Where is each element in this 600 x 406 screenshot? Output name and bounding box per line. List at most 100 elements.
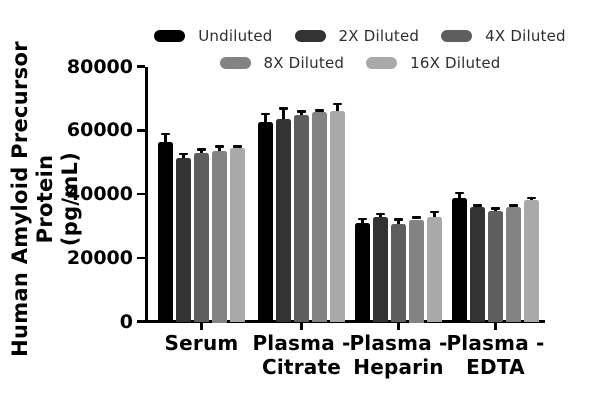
bar — [506, 207, 521, 323]
error-bar-cap — [430, 210, 439, 214]
bar — [452, 198, 467, 323]
legend-swatch-icon — [219, 57, 251, 69]
error-bar-cap — [491, 207, 500, 210]
error-bar-cap — [161, 132, 170, 135]
error-bar — [282, 108, 285, 119]
bar — [230, 148, 245, 323]
error-bar — [300, 111, 303, 116]
legend-label: 2X Diluted — [338, 27, 420, 45]
y-tick — [137, 65, 145, 68]
category-label: Plasma - EDTA — [436, 331, 556, 379]
error-bar-cap — [233, 145, 242, 148]
error-bar-cap — [333, 102, 342, 106]
error-bar — [164, 133, 167, 142]
error-bar-cap — [509, 204, 518, 207]
error-bar-cap — [394, 218, 403, 221]
error-bar — [264, 113, 267, 122]
y-tick-label: 0 — [119, 310, 133, 333]
error-bar-cap — [179, 152, 188, 156]
error-bar-cap — [376, 212, 385, 216]
legend-item: 2X Diluted — [294, 27, 420, 45]
bar — [427, 216, 442, 323]
legend-row: 8X Diluted 16X Diluted — [219, 54, 501, 72]
error-bar-cap — [527, 196, 536, 200]
error-bar-cap — [315, 109, 324, 112]
error-bar-cap — [473, 204, 482, 207]
y-tick-label: 40000 — [66, 183, 133, 205]
bar — [294, 115, 309, 323]
category-label-line: Serum — [164, 331, 239, 355]
legend: Undiluted 2X Diluted 4X Diluted 8X Diluted 1… — [130, 27, 590, 72]
error-bar-cap — [279, 107, 288, 110]
error-bar — [379, 214, 382, 217]
y-tick — [137, 256, 145, 259]
category-label: Serum — [142, 331, 262, 355]
category-label-line: Plasma - — [252, 331, 351, 355]
bar — [312, 112, 327, 323]
error-bar-cap — [455, 191, 464, 195]
error-bar — [433, 211, 436, 217]
bar — [194, 152, 209, 323]
legend-swatch-icon — [441, 30, 473, 42]
error-bar-cap — [412, 216, 421, 219]
x-tick — [200, 323, 203, 330]
y-axis — [145, 66, 148, 323]
category-label-line: Heparin — [353, 355, 444, 379]
x-tick — [397, 323, 400, 330]
error-bar — [397, 219, 400, 224]
error-bar-cap — [261, 112, 270, 116]
category-label-line: EDTA — [466, 355, 525, 379]
category-label: Plasma - Citrate — [242, 331, 362, 379]
legend-swatch-icon — [366, 57, 398, 69]
x-tick — [494, 323, 497, 330]
y-tick-label: 80000 — [66, 55, 133, 78]
legend-label: 8X Diluted — [263, 54, 345, 72]
legend-label: 4X Diluted — [485, 27, 566, 45]
y-tick — [137, 192, 145, 196]
error-bar — [182, 153, 185, 158]
legend-item: 4X Diluted — [441, 27, 566, 45]
bar — [391, 223, 406, 323]
bar — [158, 141, 173, 323]
error-bar — [458, 193, 461, 199]
bar — [355, 223, 370, 323]
bar — [470, 207, 485, 323]
bar — [373, 216, 388, 323]
bar — [330, 111, 345, 323]
bar — [488, 211, 503, 323]
y-tick — [137, 129, 145, 132]
bar — [212, 150, 227, 323]
legend-label: Undiluted — [198, 27, 273, 45]
error-bar — [494, 208, 497, 212]
legend-item: 8X Diluted — [219, 54, 345, 72]
legend-item: Undiluted — [154, 27, 272, 45]
category-label-line: Plasma - — [446, 331, 545, 355]
y-axis-label-line1: Human Amyloid Precursor Protein — [8, 41, 57, 357]
error-bar-cap — [358, 217, 367, 221]
y-tick-label: 60000 — [66, 119, 133, 142]
x-tick — [300, 323, 303, 330]
bar — [524, 199, 539, 323]
bar — [258, 121, 273, 323]
error-bar — [336, 103, 339, 112]
category-label-line: Plasma - — [349, 331, 448, 355]
bar — [176, 157, 191, 323]
legend-swatch-icon — [294, 30, 326, 42]
bar — [409, 219, 424, 323]
error-bar — [200, 149, 203, 153]
y-tick-label: 20000 — [66, 246, 133, 269]
legend-swatch-icon — [154, 30, 186, 42]
y-tick — [137, 320, 145, 323]
error-bar-cap — [197, 148, 206, 151]
category-label-line: Citrate — [262, 355, 341, 379]
error-bar-cap — [297, 110, 306, 113]
category-label: Plasma - Heparin — [339, 331, 459, 379]
error-bar-cap — [215, 145, 224, 148]
bar — [276, 118, 291, 323]
error-bar — [361, 218, 364, 224]
x-axis — [145, 320, 545, 323]
y-axis-label: Human Amyloid Precursor Protein (pg/mL) — [8, 19, 82, 379]
error-bar — [218, 146, 221, 151]
legend-row: Undiluted 2X Diluted 4X Diluted — [154, 27, 566, 45]
